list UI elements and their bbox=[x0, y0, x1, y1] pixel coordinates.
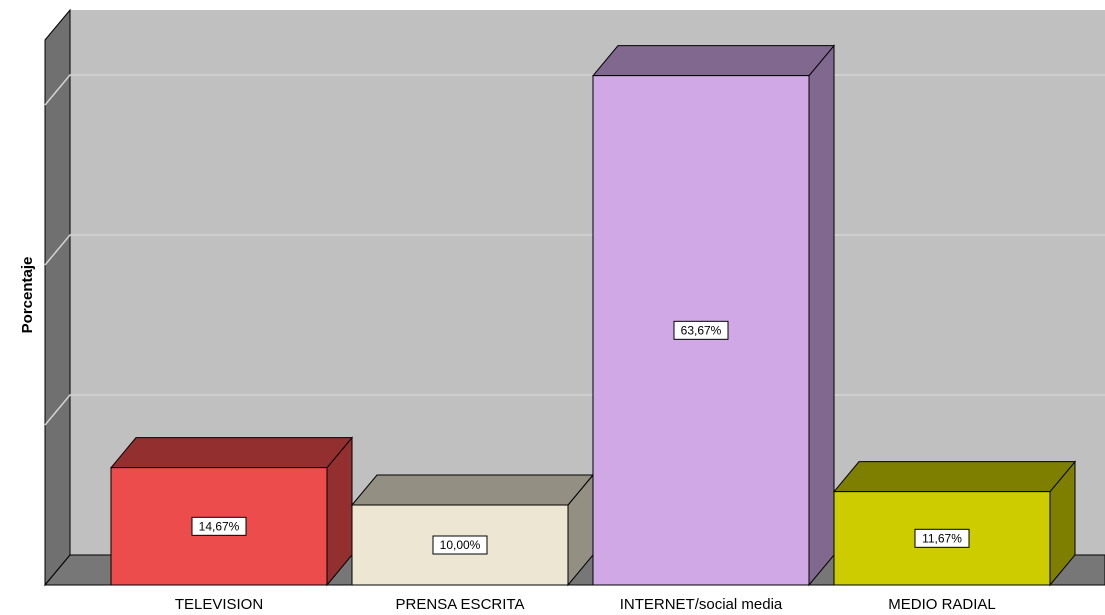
value-label-box bbox=[191, 516, 247, 536]
value-label-box bbox=[673, 320, 729, 340]
value-label: 14,67% bbox=[199, 519, 240, 533]
x-tick-label: PRENSA ESCRITA bbox=[396, 596, 525, 613]
value-label-box bbox=[914, 528, 970, 548]
bar-side bbox=[808, 44, 835, 587]
y-axis-label: Porcentaje bbox=[19, 257, 36, 334]
value-label: 11,67% bbox=[922, 531, 962, 545]
bar-top bbox=[832, 461, 1077, 493]
side-wall bbox=[44, 8, 71, 587]
value-label: 63,67% bbox=[681, 323, 722, 337]
bar-top bbox=[591, 45, 836, 77]
value-label-box bbox=[432, 535, 488, 555]
value-label: 10,00% bbox=[440, 538, 481, 552]
x-tick-label: INTERNET/social media bbox=[620, 596, 783, 613]
x-tick-label: TELEVISION bbox=[175, 596, 263, 613]
bar-top bbox=[350, 474, 595, 506]
x-tick-label: MEDIO RADIAL bbox=[888, 596, 996, 613]
bars: 14,67% 10,00% 63,67% 11,67% bbox=[109, 44, 1077, 587]
bar-top bbox=[109, 437, 354, 469]
